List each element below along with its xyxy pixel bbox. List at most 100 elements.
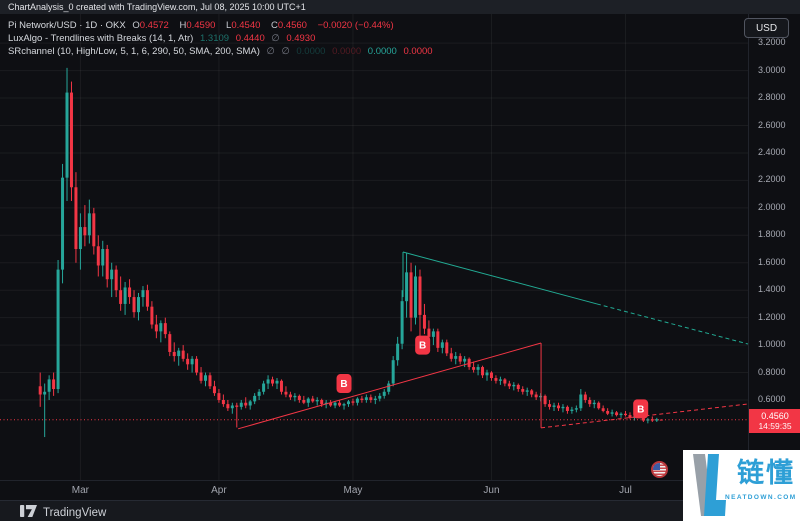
- low-value: 0.4540: [231, 20, 261, 31]
- candle-body: [556, 405, 560, 409]
- candle-body: [351, 401, 355, 403]
- open-label: O: [132, 20, 140, 31]
- candle-body: [485, 372, 489, 376]
- candle-body: [364, 397, 368, 400]
- price-tick-label: 0.8000: [758, 366, 786, 377]
- candle-body: [458, 356, 462, 362]
- legend: Pi Network/USD · 1D · OKX O0.4572 H0.459…: [8, 19, 437, 58]
- candle-body: [239, 402, 243, 407]
- srchannel-value-5: 0.0000: [367, 46, 397, 57]
- candle-body: [628, 415, 632, 418]
- candle-body: [253, 395, 257, 402]
- candle-body: [221, 400, 225, 405]
- candle-body: [78, 227, 82, 250]
- candle-body: [154, 324, 158, 332]
- red-trendline-solid[interactable]: [237, 342, 542, 430]
- candle-body: [378, 395, 382, 399]
- candle-body: [230, 405, 234, 409]
- candle-body: [382, 391, 386, 396]
- break-badge-label: B: [637, 404, 644, 415]
- candle-body: [570, 409, 574, 411]
- candle-body: [47, 379, 51, 392]
- candle-body: [579, 394, 583, 409]
- candle-body: [342, 404, 346, 406]
- ohlc-close: C0.4560: [271, 20, 311, 31]
- candle-body: [320, 400, 324, 405]
- candle-body: [145, 290, 149, 307]
- ohlc-high: H0.4590: [179, 20, 219, 31]
- candle-body: [199, 372, 203, 381]
- candle-body: [257, 391, 261, 396]
- legend-luxalgo-row[interactable]: LuxAlgo - Trendlines with Breaks (14, 1,…: [8, 32, 437, 45]
- footer-bar: TradingView: [0, 500, 800, 521]
- candle-body: [472, 367, 476, 370]
- candle-body: [445, 342, 449, 354]
- candle-body: [315, 400, 319, 402]
- legend-srchannel-row[interactable]: SRchannel (10, High/Low, 5, 1, 6, 290, 5…: [8, 45, 437, 58]
- candle-body: [624, 413, 628, 416]
- candle-body: [606, 410, 610, 414]
- candle-body: [74, 187, 78, 250]
- open-value: 0.4572: [139, 20, 169, 31]
- candle-body: [346, 401, 350, 405]
- candle-body: [436, 331, 440, 348]
- teal-trendline-solid[interactable]: [402, 251, 598, 305]
- indicator-luxalgo-title: LuxAlgo - Trendlines with Breaks (14, 1,…: [8, 33, 194, 44]
- candle-body: [574, 408, 578, 410]
- teal-trendline-dashed[interactable]: [596, 303, 749, 345]
- price-tick-label: 1.0000: [758, 339, 786, 350]
- candle-body: [619, 413, 623, 416]
- candle-body: [217, 393, 221, 400]
- price-tick-label: 2.0000: [758, 201, 786, 212]
- candle-body: [226, 404, 230, 409]
- candle-body: [601, 408, 605, 411]
- candle-body: [659, 419, 663, 421]
- price-tick-label: 3.0000: [758, 64, 786, 75]
- price-axis[interactable]: 0.6000 0.8000 1.0000 1.2000 1.4000 1.6000 1.80…: [748, 0, 800, 521]
- attribution-text: ChartAnalysis_0 created with TradingView…: [8, 2, 306, 12]
- candle-body: [279, 380, 283, 392]
- bar-countdown: 14:59:35: [758, 420, 792, 431]
- candle-body: [262, 383, 266, 392]
- candle-body: [128, 287, 132, 298]
- candle-body: [105, 249, 109, 280]
- close-label: C: [271, 20, 278, 31]
- last-price-value: 0.4560: [761, 410, 789, 421]
- candle-body: [543, 395, 547, 405]
- legend-symbol-row[interactable]: Pi Network/USD · 1D · OKX O0.4572 H0.459…: [8, 19, 437, 32]
- candle-body: [244, 402, 248, 406]
- time-tick-label: Apr: [211, 485, 227, 496]
- candle-body: [181, 350, 185, 359]
- close-value: 0.4560: [277, 20, 307, 31]
- watermark-site-text: NEATDOWN.COM: [725, 494, 797, 501]
- candle-body: [288, 394, 292, 398]
- candle-body: [195, 358, 199, 373]
- candle-body: [489, 372, 493, 379]
- price-tick-label: 2.4000: [758, 146, 786, 157]
- srchannel-value-2: ∅: [281, 46, 290, 57]
- candle-body: [163, 323, 167, 335]
- candle-body: [56, 269, 60, 390]
- candle-body: [494, 378, 498, 381]
- break-badge-label: B: [419, 341, 426, 352]
- break-badge: [633, 399, 649, 419]
- break-badge: [336, 374, 352, 394]
- time-tick-label: Jun: [483, 485, 500, 496]
- tradingview-logo-link[interactable]: TradingView: [20, 504, 106, 521]
- currency-usd-button[interactable]: USD: [744, 18, 789, 38]
- candle-body: [136, 297, 140, 313]
- time-axis[interactable]: Mar Apr May Jun Jul: [0, 480, 748, 500]
- price-tick-label: 1.4000: [758, 284, 786, 295]
- candle-body: [360, 398, 364, 400]
- candle-body: [271, 379, 275, 384]
- candle-body: [373, 398, 377, 400]
- candle-body: [355, 398, 359, 403]
- candle-body: [521, 389, 525, 392]
- candle-body: [650, 419, 654, 421]
- candle-body: [293, 395, 297, 398]
- candle-body: [516, 384, 520, 390]
- candle-body: [548, 404, 552, 407]
- candle-body: [65, 92, 69, 178]
